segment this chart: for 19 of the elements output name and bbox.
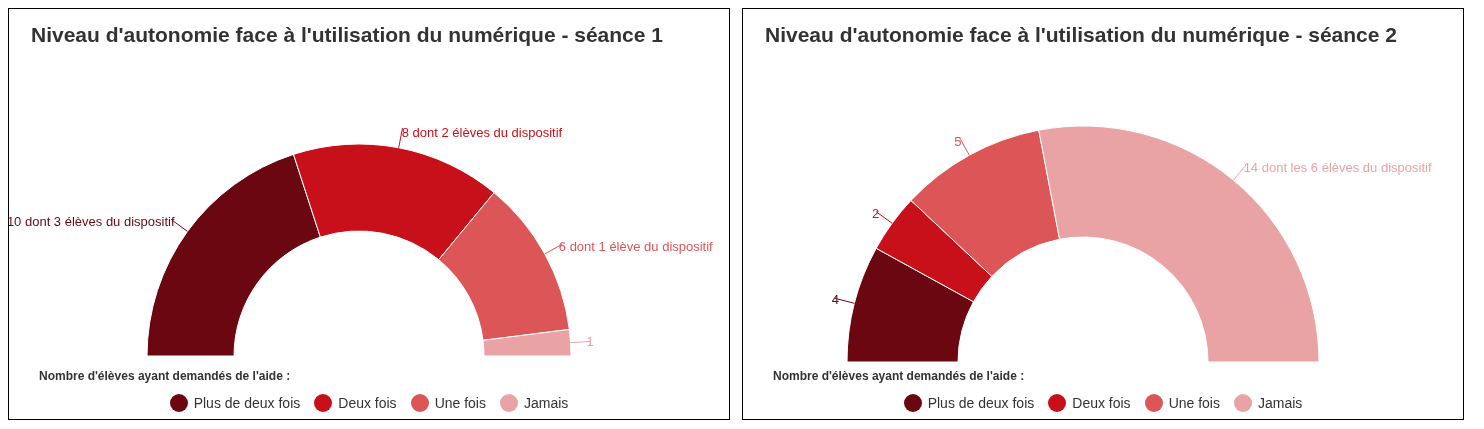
- data-label: 2: [871, 206, 880, 222]
- legend-label: Une fois: [1168, 395, 1220, 411]
- data-label: 5: [954, 133, 962, 149]
- legend-label: Deux fois: [338, 395, 397, 411]
- data-label: 8 dont 2 élèves du dispositif: [401, 124, 563, 140]
- legend-label: Deux fois: [1072, 395, 1131, 411]
- chart-title: Niveau d'autonomie face à l'utilisation du numérique - séance 2: [765, 23, 1397, 47]
- legend-title: Nombre d'élèves ayant demandés de l'aide :: [39, 369, 291, 383]
- legend-label: Une fois: [434, 395, 486, 411]
- data-label: 4: [831, 291, 839, 307]
- data-label: 14 dont les 6 élèves du dispositif: [1243, 160, 1432, 176]
- legend-title: Nombre d'élèves ayant demandés de l'aide :: [773, 369, 1025, 383]
- data-label: 6 dont 1 élève du dispositif: [558, 238, 714, 254]
- chart-title: Niveau d'autonomie face à l'utilisation du numérique - séance 1: [31, 23, 663, 47]
- legend-label: Plus de deux fois: [927, 395, 1035, 411]
- legend-label: Plus de deux fois: [193, 395, 301, 411]
- data-label: 1: [586, 334, 594, 350]
- legend-label: Jamais: [1257, 395, 1303, 411]
- legend-label: Jamais: [523, 395, 569, 411]
